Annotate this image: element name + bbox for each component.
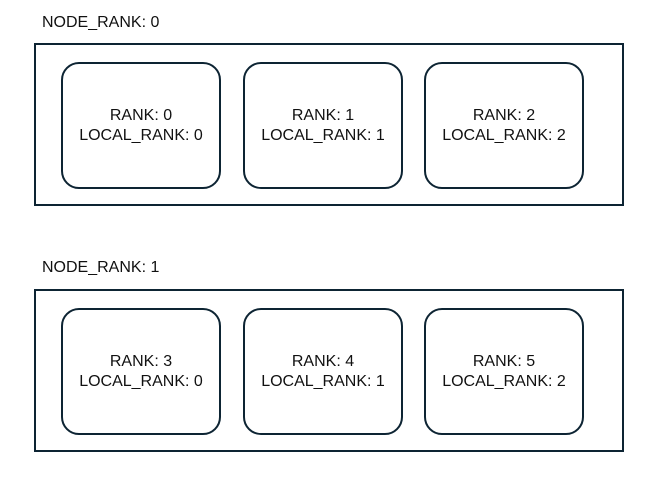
node-label-1: NODE_RANK: 1 <box>42 259 160 276</box>
rank-label: RANK: 1 <box>291 106 355 124</box>
local-rank-label: LOCAL_RANK: 0 <box>79 372 203 390</box>
local-rank-label: LOCAL_RANK: 0 <box>79 126 203 144</box>
rank-label: RANK: 4 <box>291 352 355 370</box>
rank-box-5: RANK: 5 LOCAL_RANK: 2 <box>424 308 584 435</box>
node-label-0: NODE_RANK: 0 <box>42 14 160 31</box>
rank-label: RANK: 0 <box>109 106 173 124</box>
rank-box-3: RANK: 3 LOCAL_RANK: 0 <box>61 308 221 435</box>
local-rank-label: LOCAL_RANK: 1 <box>261 372 385 390</box>
rank-label: RANK: 5 <box>472 352 536 370</box>
rank-label: RANK: 3 <box>109 352 173 370</box>
rank-label: RANK: 2 <box>472 106 536 124</box>
local-rank-label: LOCAL_RANK: 2 <box>442 372 566 390</box>
local-rank-label: LOCAL_RANK: 2 <box>442 126 566 144</box>
node-box-1: RANK: 3 LOCAL_RANK: 0 RANK: 4 LOCAL_RANK… <box>34 289 624 452</box>
rank-box-4: RANK: 4 LOCAL_RANK: 1 <box>243 308 403 435</box>
rank-box-0: RANK: 0 LOCAL_RANK: 0 <box>61 62 221 189</box>
node-box-0: RANK: 0 LOCAL_RANK: 0 RANK: 1 LOCAL_RANK… <box>34 43 624 206</box>
rank-box-1: RANK: 1 LOCAL_RANK: 1 <box>243 62 403 189</box>
local-rank-label: LOCAL_RANK: 1 <box>261 126 385 144</box>
rank-box-2: RANK: 2 LOCAL_RANK: 2 <box>424 62 584 189</box>
